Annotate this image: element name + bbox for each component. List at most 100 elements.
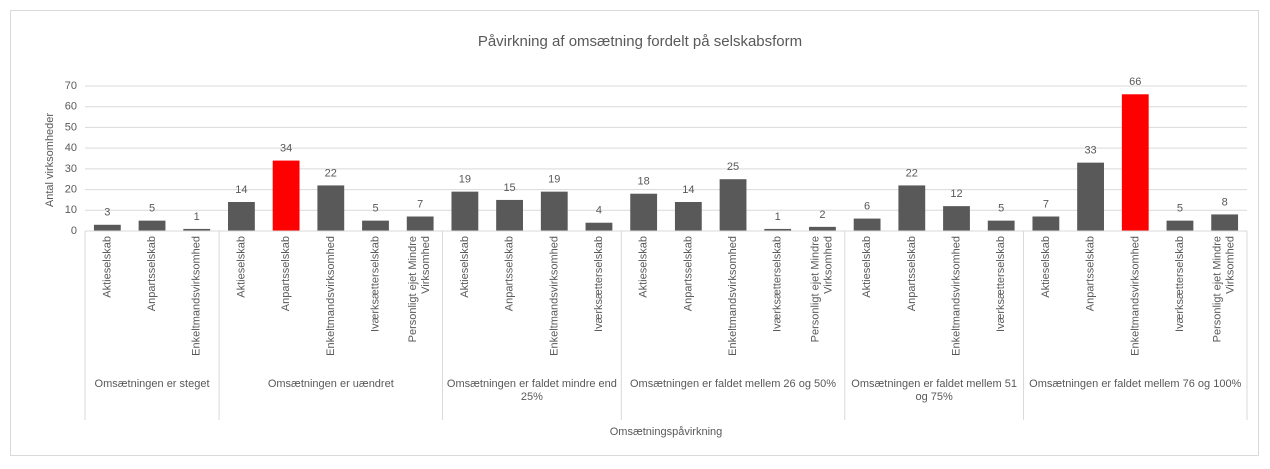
x-tick-label: Enkeltmandsvirksomhed [1128, 236, 1141, 356]
x-tick-label: Enkeltmandsvirksomhed [547, 236, 560, 356]
bar [898, 185, 926, 231]
x-tick-label-box: Aktieselskab [100, 236, 113, 298]
value-label: 34 [280, 142, 292, 154]
bar [406, 216, 434, 231]
y-tick-label: 30 [65, 163, 77, 175]
x-tick-label: Iværksætterselskab [592, 236, 605, 332]
y-tick-label: 50 [65, 121, 77, 133]
x-tick-label: Aktieselskab [637, 236, 650, 298]
value-label: 33 [1084, 145, 1096, 157]
bar [93, 224, 121, 231]
x-tick-label-box: Anpartsselskab [279, 236, 292, 312]
x-tick-label-box: Personligt ejet Mindre Virksomhed [809, 236, 835, 343]
x-tick-label: Aktieselskab [1039, 236, 1052, 298]
chart-border [10, 10, 1259, 456]
bar [585, 222, 613, 231]
value-label: 8 [1222, 196, 1228, 208]
x-tick-label: Iværksætterselskab [771, 236, 784, 332]
chart-title: Påvirkning af omsætning fordelt på selsk… [478, 33, 802, 50]
value-label: 15 [503, 182, 515, 194]
x-tick-label: Aktieselskab [234, 236, 247, 298]
group-label-box: Omsætningen er faldet mellem 51 og 75% [851, 378, 1017, 403]
bar [987, 220, 1015, 231]
bar [853, 218, 881, 231]
group-label-box: Omsætningen er faldet mindre end 25% [447, 378, 617, 403]
x-tick-label-box: Anpartsselskab [1084, 236, 1097, 312]
x-tick-label: Anpartsselskab [1084, 236, 1097, 312]
bar [1211, 214, 1239, 231]
value-label: 3 [104, 207, 110, 219]
bar [1032, 216, 1060, 231]
bar [1121, 94, 1149, 232]
bar [272, 160, 300, 231]
x-tick-label-box: Enkeltmandsvirksomhed [190, 236, 203, 356]
value-label: 5 [149, 203, 155, 215]
group-label-box: Omsætningen er faldet mellem 26 og 50% [630, 378, 836, 390]
x-tick-label: Anpartsselskab [681, 236, 694, 312]
value-label: 22 [906, 167, 918, 179]
x-tick-label-box: Aktieselskab [637, 236, 650, 298]
x-tick-label: Anpartsselskab [145, 236, 158, 312]
x-tick-label-box: Personligt ejet Mindre Virksomhed [1211, 236, 1237, 343]
x-tick-label-box: Anpartsselskab [681, 236, 694, 312]
x-tick-label-box: Personligt ejet Mindre Virksomhed [407, 236, 432, 342]
bar [451, 191, 479, 231]
bar [809, 226, 836, 231]
bar [674, 202, 702, 231]
y-tick-label: 40 [65, 142, 77, 154]
group-label: Omsætningen er faldet mellem 51 og 75% [851, 378, 1017, 403]
x-tick-label: Anpartsselskab [279, 236, 292, 312]
bar [362, 220, 389, 231]
bar [630, 193, 658, 231]
value-label: 5 [998, 203, 1004, 215]
x-tick-label: Enkeltmandsvirksomhed [324, 236, 337, 356]
value-label: 19 [459, 174, 471, 186]
value-label: 25 [727, 161, 739, 173]
x-tick-label: Enkeltmandsvirksomhed [190, 236, 203, 356]
x-tick-label: Enkeltmandsvirksomhed [726, 236, 739, 356]
value-label: 14 [235, 184, 247, 196]
bar [138, 220, 166, 231]
x-axis-label: Omsætningspåvirkning [610, 426, 723, 438]
x-tick-label-box: Enkeltmandsvirksomhed [950, 236, 962, 356]
x-tick-label-box: Aktieselskab [234, 236, 247, 298]
group-label: Omsætningen er uændret [267, 378, 394, 390]
group-label: Omsætningen er faldet mellem 76 og 100% [1029, 378, 1242, 390]
value-label: 14 [682, 184, 694, 196]
x-tick-label-box: Iværksætterselskab [1173, 236, 1185, 332]
x-tick-label-box: Enkeltmandsvirksomhed [547, 236, 560, 356]
value-label: 7 [1043, 198, 1049, 210]
x-tick-label: Iværksætterselskab [994, 236, 1007, 332]
value-label: 66 [1129, 76, 1141, 88]
bar [496, 199, 523, 231]
x-tick-label-box: Iværksætterselskab [771, 236, 784, 332]
bar [183, 228, 211, 231]
group-label-box: Omsætningen er steget [95, 378, 210, 390]
x-tick-label-box: Enkeltmandsvirksomhed [324, 236, 337, 356]
x-tick-label: Personligt ejet Mindre Virksomhed [809, 236, 835, 343]
x-tick-label-box: Aktieselskab [1039, 236, 1052, 298]
y-tick-label: 0 [71, 225, 77, 237]
bar [1077, 162, 1104, 231]
y-tick-label: 70 [65, 80, 77, 92]
x-tick-label-box: Enkeltmandsvirksomhed [726, 236, 739, 356]
bar [228, 202, 255, 231]
x-tick-label: Aktieselskab [100, 236, 113, 298]
value-label: 6 [864, 200, 870, 212]
bar [719, 179, 747, 231]
x-tick-label-box: Aktieselskab [458, 236, 471, 298]
group-label-box: Omsætningen er faldet mellem 76 og 100% [1029, 378, 1242, 390]
x-tick-label-box: Anpartsselskab [905, 236, 918, 312]
value-label: 22 [325, 167, 337, 179]
x-tick-label: Anpartsselskab [905, 236, 918, 312]
bar [540, 191, 568, 231]
bar [1166, 220, 1194, 231]
x-tick-label: Aktieselskab [458, 236, 471, 298]
value-label: 12 [950, 188, 962, 200]
value-label: 7 [417, 198, 423, 210]
value-label: 2 [819, 209, 825, 221]
x-tick-label: Personligt ejet Mindre Virksomhed [1211, 236, 1237, 343]
x-tick-label-box: Iværksætterselskab [592, 236, 605, 332]
x-tick-label: Enkeltmandsvirksomhed [950, 236, 962, 356]
